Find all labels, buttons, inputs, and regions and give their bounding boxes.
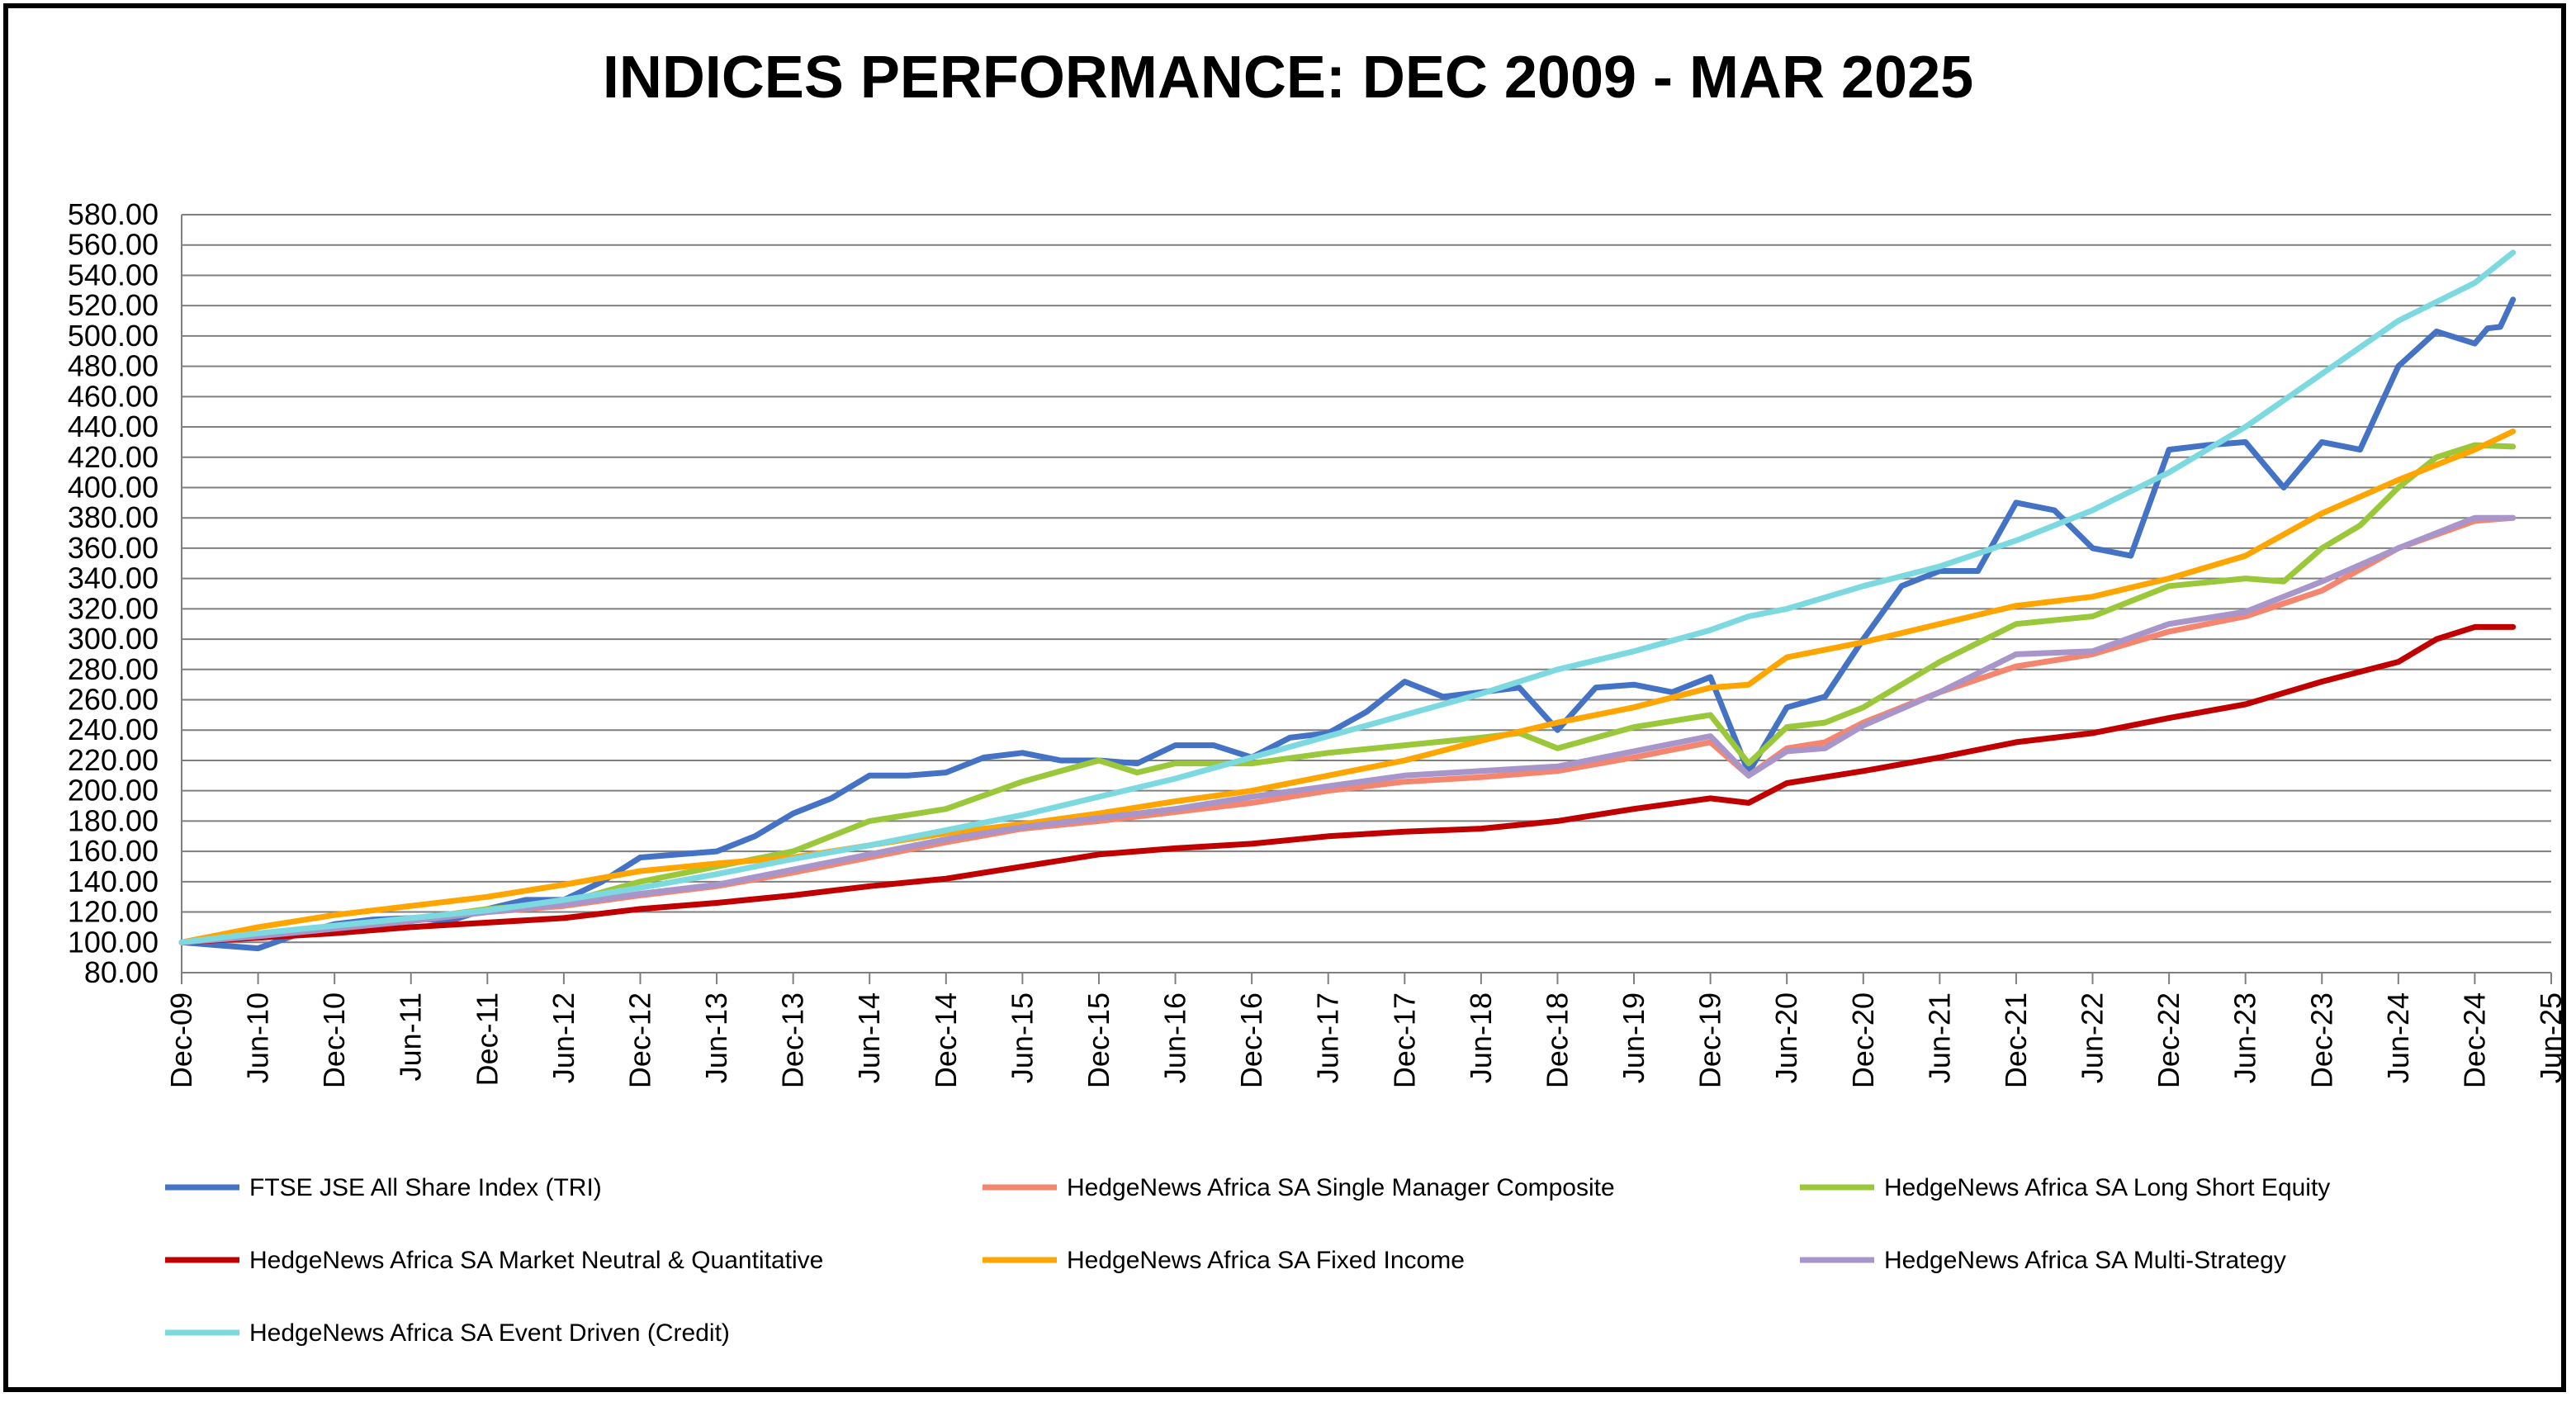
legend-label: HedgeNews Africa SA Event Driven (Credit…	[249, 1319, 730, 1347]
y-tick-label: 140.00	[68, 864, 159, 898]
legend-item: HedgeNews Africa SA Multi-Strategy	[1800, 1247, 2286, 1274]
x-tick-label: Jun-18	[1464, 992, 1498, 1083]
chart-frame: INDICES PERFORMANCE: DEC 2009 - MAR 2025…	[3, 3, 2566, 1392]
y-tick-label: 180.00	[68, 803, 159, 837]
x-tick-label: Jun-17	[1311, 992, 1345, 1083]
x-tick-label: Jun-19	[1617, 992, 1650, 1083]
x-tick-label: Dec-09	[164, 992, 198, 1088]
axes: 580.00560.00540.00520.00500.00480.00460.…	[68, 197, 2561, 1088]
y-tick-label: 200.00	[68, 774, 159, 808]
x-tick-label: Dec-23	[2304, 992, 2338, 1088]
series-line-2	[178, 442, 2517, 945]
y-tick-label: 220.00	[68, 743, 159, 777]
y-tick-label: 440.00	[68, 410, 159, 443]
legend-label: FTSE JSE All Share Index (TRI)	[249, 1174, 602, 1201]
y-tick-label: 380.00	[68, 500, 159, 534]
x-tick-label: Jun-20	[1769, 992, 1803, 1083]
x-tick-label: Dec-14	[929, 992, 963, 1088]
legend-label: HedgeNews Africa SA Fixed Income	[1067, 1247, 1465, 1274]
x-tick-label: Dec-13	[776, 992, 810, 1088]
y-tick-label: 120.00	[68, 895, 159, 929]
y-tick-label: 240.00	[68, 713, 159, 746]
y-tick-label: 500.00	[68, 319, 159, 353]
x-tick-label: Jun-10	[241, 992, 275, 1083]
y-tick-label: 340.00	[68, 561, 159, 595]
y-tick-label: 420.00	[68, 440, 159, 474]
legend-label: HedgeNews Africa SA Market Neutral & Qua…	[249, 1247, 823, 1274]
y-tick-label: 580.00	[68, 197, 159, 231]
x-tick-label: Dec-12	[623, 992, 656, 1088]
x-tick-label: Jun-13	[699, 992, 733, 1083]
x-tick-label: Jun-23	[2228, 992, 2262, 1083]
x-tick-label: Jun-22	[2076, 992, 2110, 1083]
series-line-6	[178, 249, 2517, 945]
legend-item: HedgeNews Africa SA Event Driven (Credit…	[165, 1319, 730, 1347]
x-tick-label: Jun-12	[547, 992, 580, 1083]
series-lines	[178, 249, 2517, 952]
x-tick-label: Dec-18	[1540, 992, 1574, 1088]
legend-label: HedgeNews Africa SA Multi-Strategy	[1884, 1247, 2286, 1274]
legend-label: HedgeNews Africa SA Long Short Equity	[1884, 1174, 2330, 1201]
y-tick-label: 100.00	[68, 925, 159, 959]
y-tick-label: 260.00	[68, 683, 159, 717]
series-line-5	[178, 514, 2517, 945]
y-tick-label: 300.00	[68, 622, 159, 656]
y-tick-label: 320.00	[68, 591, 159, 625]
x-tick-label: Dec-21	[1999, 992, 2033, 1088]
y-tick-label: 520.00	[68, 288, 159, 322]
y-tick-label: 280.00	[68, 652, 159, 686]
legend-item: HedgeNews Africa SA Long Short Equity	[1800, 1174, 2330, 1201]
y-tick-label: 80.00	[84, 955, 159, 989]
series-line-4	[178, 429, 2517, 945]
x-tick-label: Jun-24	[2381, 992, 2415, 1083]
y-tick-label: 460.00	[68, 379, 159, 413]
y-tick-label: 400.00	[68, 470, 159, 504]
x-tick-label: Dec-15	[1082, 992, 1115, 1088]
x-tick-label: Jun-11	[394, 992, 428, 1081]
y-tick-label: 360.00	[68, 531, 159, 565]
x-tick-label: Dec-24	[2457, 992, 2491, 1088]
x-tick-label: Dec-16	[1234, 992, 1268, 1088]
series-line-3	[178, 623, 2517, 945]
chart: INDICES PERFORMANCE: DEC 2009 - MAR 2025…	[68, 45, 2561, 1347]
x-tick-label: Dec-17	[1387, 992, 1421, 1088]
x-tick-label: Dec-19	[1693, 992, 1727, 1088]
y-tick-label: 540.00	[68, 258, 159, 291]
x-tick-label: Dec-11	[470, 992, 504, 1086]
x-tick-label: Dec-20	[1846, 992, 1880, 1088]
x-tick-label: Jun-14	[852, 992, 886, 1083]
legend-item: HedgeNews Africa SA Single Manager Compo…	[983, 1174, 1615, 1201]
x-tick-label: Jun-16	[1158, 992, 1192, 1083]
x-tick-label: Jun-25	[2534, 992, 2561, 1083]
series-line-0	[178, 296, 2517, 952]
gridlines	[182, 214, 2551, 973]
x-tick-label: Jun-15	[1005, 992, 1039, 1083]
legend-label: HedgeNews Africa SA Single Manager Compo…	[1067, 1174, 1615, 1201]
y-tick-label: 160.00	[68, 834, 159, 868]
chart-title: INDICES PERFORMANCE: DEC 2009 - MAR 2025	[603, 45, 1973, 111]
x-tick-label: Dec-22	[2152, 992, 2185, 1088]
legend-item: HedgeNews Africa SA Fixed Income	[983, 1247, 1465, 1274]
y-tick-label: 480.00	[68, 349, 159, 383]
legend-item: FTSE JSE All Share Index (TRI)	[165, 1174, 602, 1201]
legend: FTSE JSE All Share Index (TRI) HedgeNews …	[165, 1174, 2330, 1347]
y-tick-label: 560.00	[68, 228, 159, 262]
legend-item: HedgeNews Africa SA Market Neutral & Qua…	[165, 1247, 823, 1274]
x-tick-label: Dec-10	[317, 992, 351, 1088]
x-tick-label: Jun-21	[1922, 992, 1956, 1083]
